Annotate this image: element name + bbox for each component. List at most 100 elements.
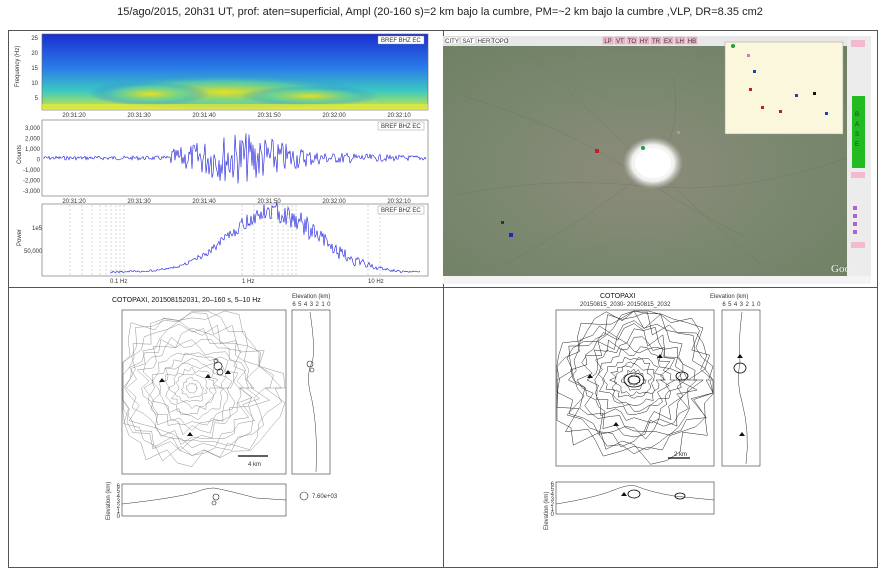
contour-line [567,320,704,440]
map-marker-red [595,149,599,153]
map-marker-dark [501,221,504,224]
loc1-elev-tick: 5 [298,302,302,308]
loc2-elev-tick: 6 [722,302,726,308]
loc2-bottom-tick: 0 [551,512,555,518]
loc2-elev-tick: 2 [746,302,750,308]
map-filter-button[interactable] [674,36,686,45]
loc2-bottom-tick: 3 [551,497,555,503]
spectrogram-station-tag: BREF BHZ EC [381,38,421,44]
map-brand: Goo [831,263,850,275]
loc1-scale-label: 4 km [248,462,261,468]
waveform-ytick: -3,000 [23,189,41,195]
map-filter-button[interactable] [614,36,626,45]
loc2-elev-tick: 3 [740,302,744,308]
map-marker-green [641,146,645,150]
contour-line [164,362,222,415]
contour-line [556,310,714,455]
waveform-ytick: 0 [37,158,41,164]
spectrogram-ytick: 15 [31,66,38,72]
contour-line [158,358,227,421]
satellite-map-window: CITY SAT HER TOPO LP VT TO HY TR EX LH HB [443,36,871,284]
map-filter-label: TO [628,39,637,45]
map-filter-button[interactable] [626,36,638,45]
map-tab[interactable] [460,36,476,45]
loc1-elev-tick: 3 [310,302,314,308]
loc1-legend-circle [299,491,309,501]
waveform-panel: BREF BHZ EC Counts 3,000 2,000 1,000 0 -1,00… [17,119,429,205]
spectrum-xtick-1: 0.1 Hz [110,279,127,285]
spectrum-ytick-1: 1e5 [32,226,43,232]
contour-line [142,339,242,436]
spectrogram-xtick: 20:31:50 [257,113,281,119]
loc1-elev-tick: 4 [304,302,308,308]
loc1-map-frame [121,309,287,475]
base-label-4: E [855,142,859,148]
contour-line [122,310,286,467]
map-marker-blue [509,233,513,237]
contour-line [598,346,670,412]
loc2-bottom-tick: 4 [551,492,555,498]
loc2-bottom-tick: 5 [551,487,555,493]
map-marker-pink [677,131,680,134]
spectrogram-xtick: 20:32:00 [322,113,346,119]
location-panel-2: COTOPAXI 20150815_2030- 20150815_2032 El… [544,293,761,530]
loc1-bottom-tick: 5 [117,489,121,495]
contour-line [174,373,209,402]
loc1-elev-frame [291,309,331,475]
contour-line [149,352,239,431]
spectrogram-xtick: 20:31:30 [127,113,151,119]
waveform-ylabel: Counts [17,145,23,164]
contour-line [594,342,676,415]
spectrum-xtick-3: 10 Hz [368,279,384,285]
spectrogram-xtick: 20:32:10 [387,113,411,119]
loc1-bottom-tick: 3 [117,499,121,505]
map-filter-label: HB [688,39,696,45]
contour-line [602,356,664,406]
spectrum-panel: BREF BHZ EC Power 1e5 50,000 0.1 Hz 1 Hz… [17,202,429,285]
map-tab-label: SAT [462,39,474,45]
loc1-bottom-tick: 0 [117,514,121,520]
spectrogram-ytick: 25 [31,36,38,42]
contour-line [556,310,714,457]
contour-line [576,328,686,432]
map-filter-button[interactable] [686,36,698,45]
waveform-xtick: 20:31:40 [192,199,216,205]
loc2-bottom-ylabel: Elevation (km) [544,492,550,530]
contour-line [151,352,233,425]
loc2-map-frame [555,309,715,467]
base-label-3: S [855,132,859,138]
contour-line [125,327,255,445]
loc1-elev-tick: 6 [292,302,296,308]
waveform-xtick: 20:31:20 [62,199,86,205]
map-tab[interactable] [444,36,460,45]
loc2-bottom-tick: 6 [551,482,555,488]
base-bar [852,96,865,168]
loc1-section-frame [121,483,287,517]
map-filter-button[interactable] [662,36,674,45]
map-tab[interactable] [476,36,492,45]
spectrogram-ytick: 5 [35,96,39,102]
map-tab-label: CITY [445,39,459,45]
map-filter-label: EX [664,39,672,45]
waveform-ytick: -1,000 [23,168,41,174]
loc1-elev-tick: 0 [327,302,331,308]
grid-divider-horizontal [9,287,877,288]
figure-grid [8,30,878,568]
loc2-bottom-tick: 2 [551,502,555,508]
figure-title: 15/ago/2015, 20h31 UT, prof: aten=superf… [117,6,763,18]
loc2-elev-tick: 5 [728,302,732,308]
spectrum-station-tag: BREF BHZ EC [381,208,421,214]
spectrum-trace [109,202,421,274]
contour-line [570,323,698,438]
loc2-elev-tick: 1 [751,302,755,308]
loc1-legend-label: 7.60e+03 [312,494,338,500]
waveform-xtick: 20:32:10 [387,199,411,205]
satellite-map[interactable]: CITY SAT HER TOPO LP VT TO HY TR EX LH HB [443,36,871,284]
map-tab[interactable] [492,36,508,45]
map-filter-button[interactable] [650,36,662,45]
waveform-ytick: 1,000 [25,147,41,153]
contour-line [614,362,653,397]
loc1-bottom-ylabel: Elevation (km) [106,482,112,520]
map-filter-button[interactable] [602,36,614,45]
map-filter-button[interactable] [638,36,650,45]
